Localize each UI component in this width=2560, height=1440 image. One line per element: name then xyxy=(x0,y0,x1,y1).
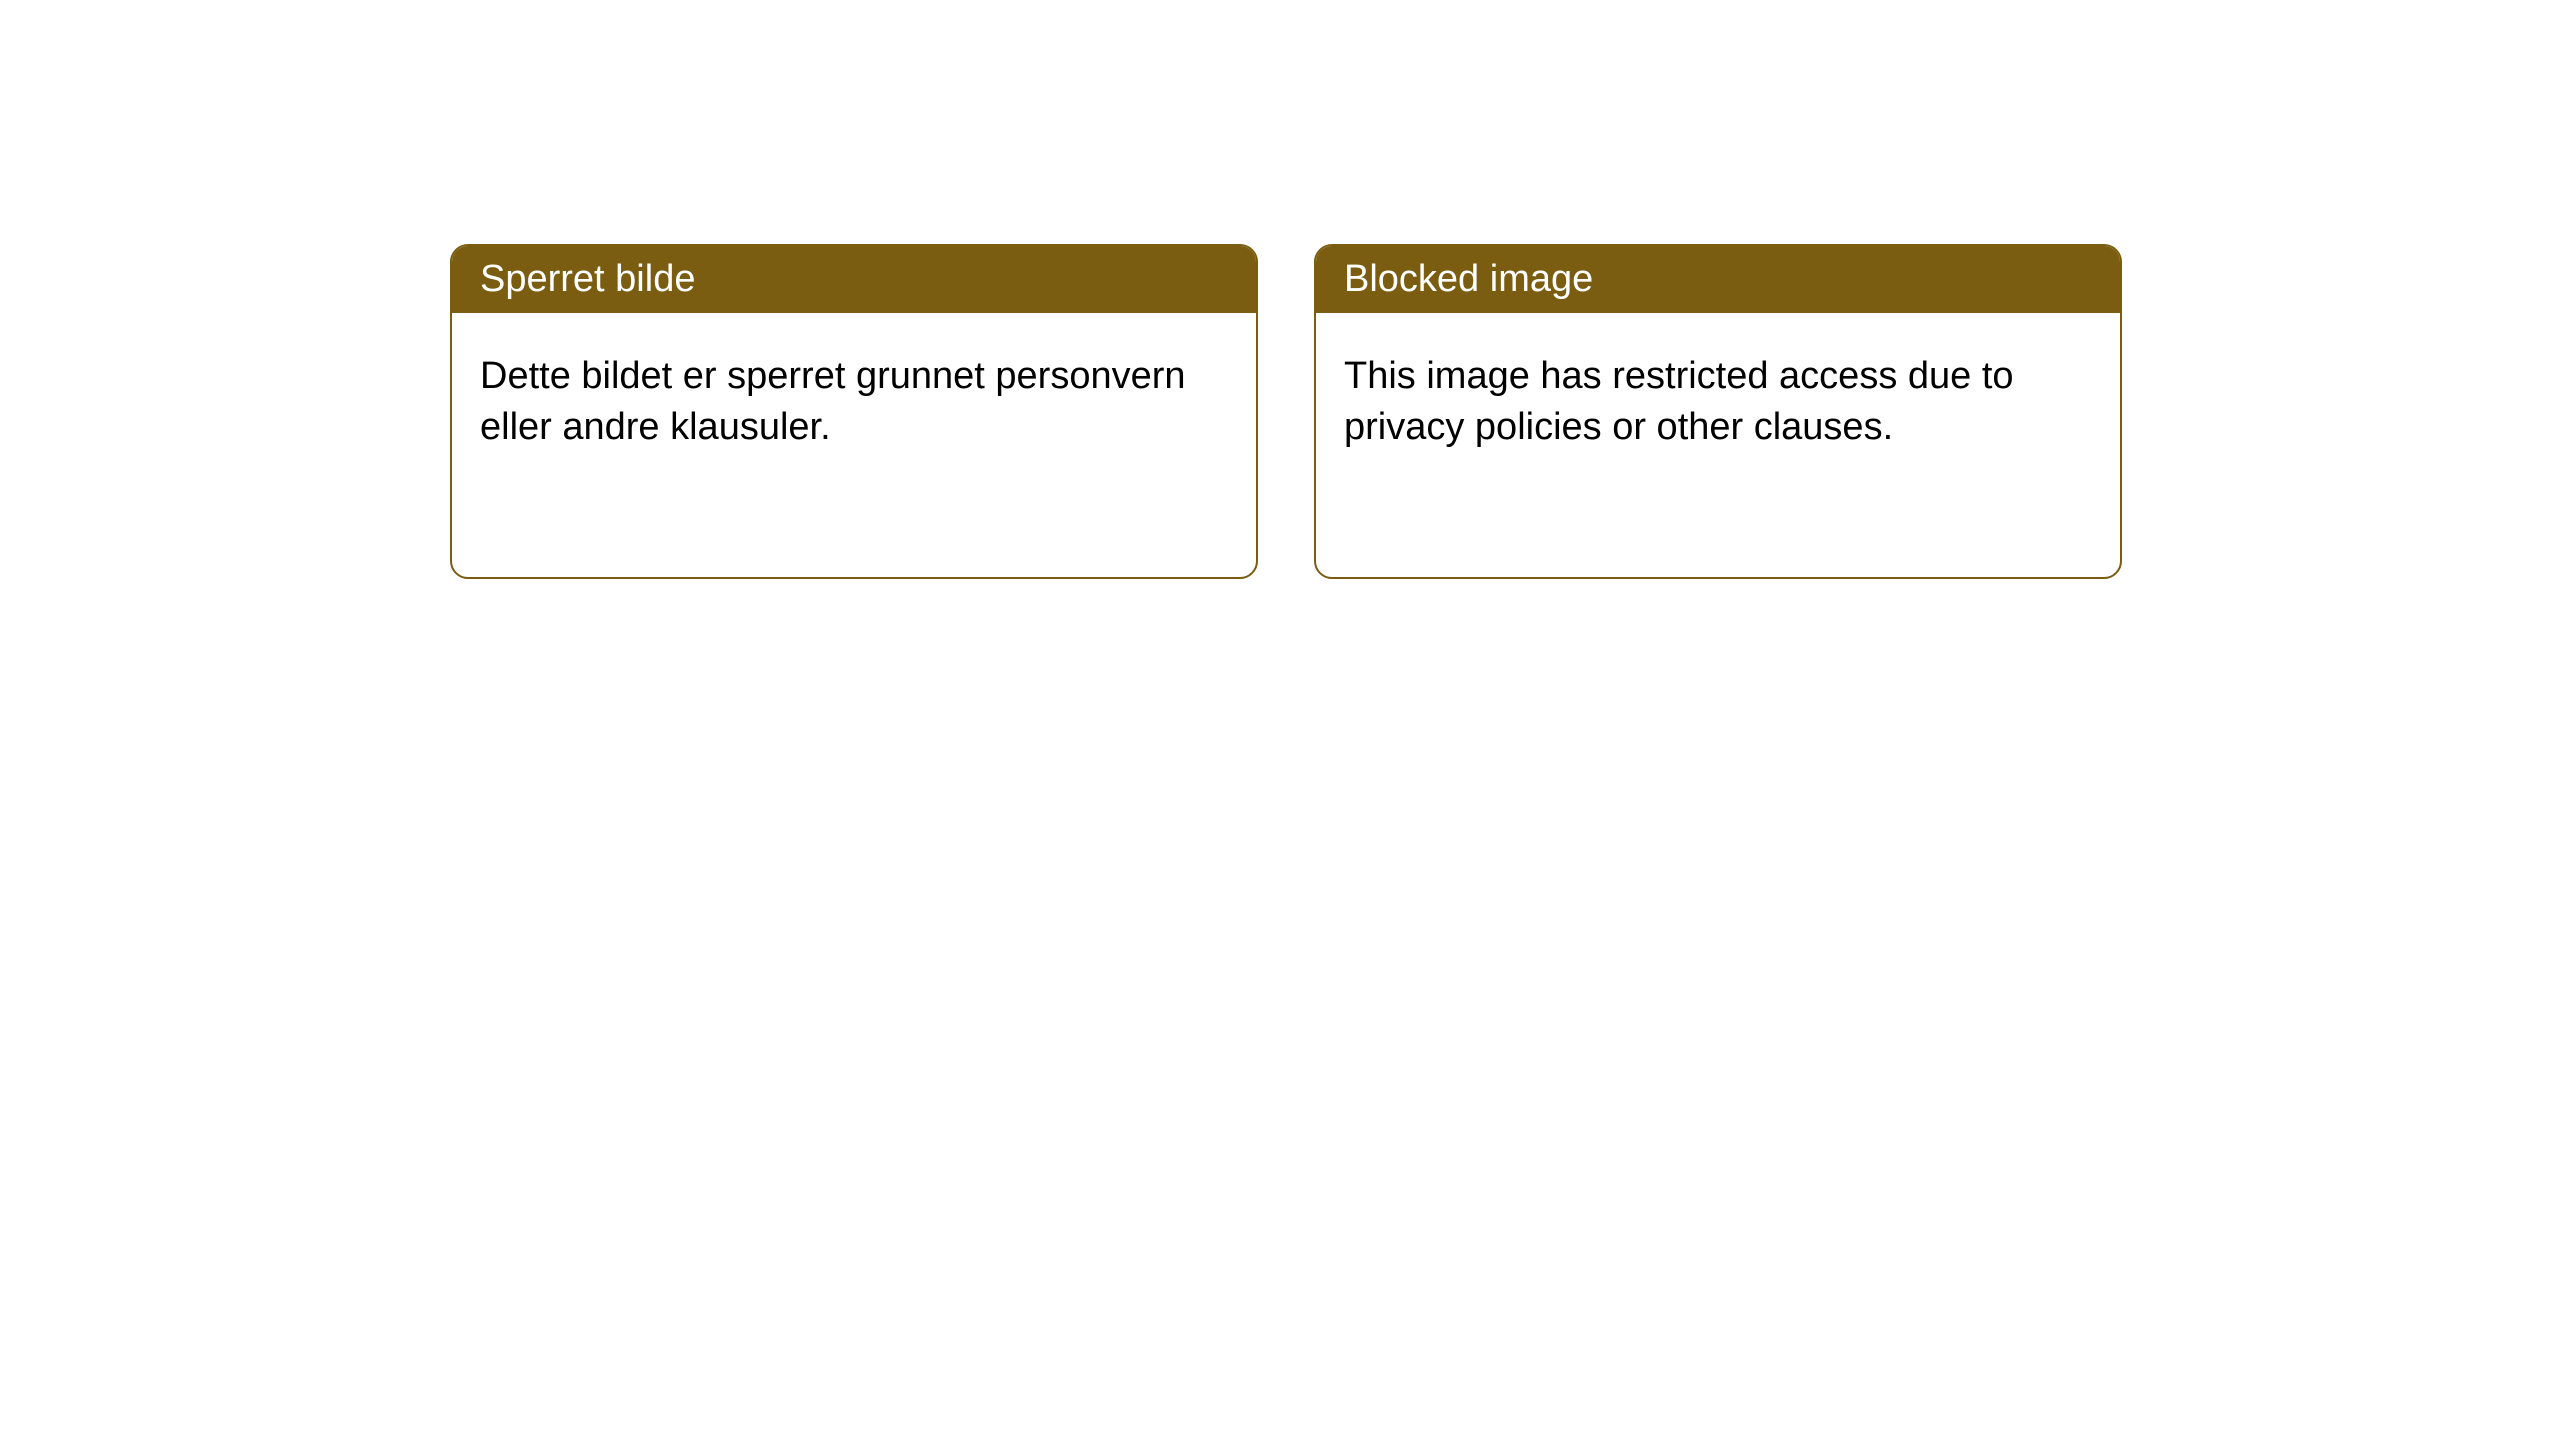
notice-card-norwegian: Sperret bilde Dette bildet er sperret gr… xyxy=(450,244,1258,579)
card-header: Blocked image xyxy=(1316,246,2120,313)
card-body-text: Dette bildet er sperret grunnet personve… xyxy=(480,355,1186,448)
card-body-text: This image has restricted access due to … xyxy=(1344,355,2014,448)
card-body: This image has restricted access due to … xyxy=(1316,313,2120,492)
card-header: Sperret bilde xyxy=(452,246,1256,313)
notice-card-english: Blocked image This image has restricted … xyxy=(1314,244,2122,579)
notice-container: Sperret bilde Dette bildet er sperret gr… xyxy=(0,0,2560,579)
card-title: Sperret bilde xyxy=(480,258,695,300)
card-body: Dette bildet er sperret grunnet personve… xyxy=(452,313,1256,492)
card-title: Blocked image xyxy=(1344,258,1593,300)
